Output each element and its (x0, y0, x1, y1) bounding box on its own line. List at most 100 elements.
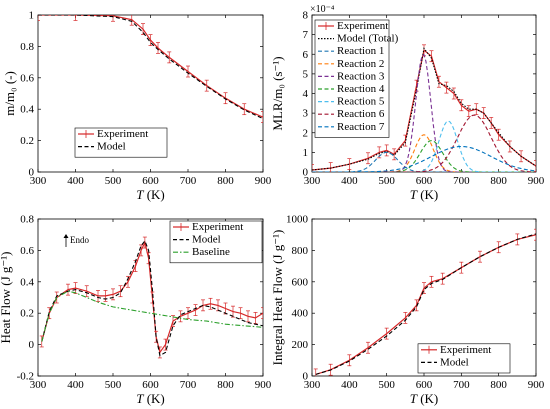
y-tick-label: 0.6 (20, 245, 34, 257)
legend-label: Experiment (97, 128, 148, 140)
endo-annotation: Endo (70, 235, 89, 245)
x-tick-label: 600 (142, 175, 159, 187)
x-tick-label: 300 (304, 379, 321, 391)
y-tick-label: 400 (292, 308, 309, 320)
x-tick-label: 300 (30, 379, 47, 391)
x-tick-label: 700 (453, 379, 470, 391)
legend-label: Reaction 7 (337, 121, 385, 133)
y-axis-label: Heat Flow (J g⁻¹) (0, 252, 13, 344)
series-line-reaction-7 (312, 145, 536, 172)
y-tick-label: 2 (303, 127, 309, 139)
legend-label: Experiment (337, 20, 388, 32)
x-tick-label: 900 (255, 175, 272, 187)
x-tick-label: 500 (105, 379, 122, 391)
x-tick-label: 500 (378, 175, 395, 187)
x-axis-label: T (K) (136, 391, 165, 406)
axis-multiplier: ×10⁻⁴ (310, 4, 335, 15)
x-tick-label: 900 (528, 175, 545, 187)
y-tick-label: 0 (303, 371, 309, 383)
legend-label: Reaction 6 (337, 108, 385, 120)
y-tick-label: 1 (303, 147, 309, 159)
y-tick-label: 200 (292, 339, 309, 351)
series-group (313, 228, 536, 376)
legend-label: Model (192, 234, 221, 246)
y-tick-label: 0.4 (20, 276, 34, 288)
x-axis-label: T (K) (410, 391, 439, 406)
legend-label: Reaction 3 (337, 70, 385, 82)
y-tick-label: 0.4 (20, 104, 34, 116)
chart-panel-a: 300 400 500 600 700 800 900 0 0.2 0.4 0.6 0.8 1 T (K)… (2, 10, 272, 203)
y-tick-label: 0.8 (20, 41, 34, 53)
y-tick-label: 0 (303, 167, 309, 179)
legend-box (74, 127, 168, 158)
y-tick-label: 3 (303, 108, 309, 120)
y-tick-label: 6 (303, 49, 309, 61)
y-tick-label: 600 (292, 276, 309, 288)
y-axis-label: Integral Heat Flow (J g⁻¹) (270, 230, 285, 366)
legend-label: Experiment (192, 221, 243, 233)
series-line-baseline (41, 290, 263, 342)
y-tick-label: 5 (303, 68, 309, 80)
series-line-model-total- (312, 47, 536, 171)
series-line-model (315, 233, 536, 375)
y-tick-label: 7 (303, 29, 309, 41)
y-tick-label: 0.2 (20, 135, 34, 147)
legend-box (417, 343, 511, 374)
y-tick-label: -0.2 (17, 371, 34, 383)
y-axis-label: MLR/m₀ (s⁻¹) (270, 56, 285, 130)
y-tick-label: 1 (29, 10, 35, 22)
x-tick-label: 900 (255, 379, 272, 391)
y-tick-label: 4 (303, 88, 309, 100)
x-tick-label: 500 (378, 379, 395, 391)
x-tick-label: 700 (180, 379, 197, 391)
endo-arrowhead (63, 234, 69, 238)
legend-label: Model (440, 356, 469, 368)
x-tick-label: 900 (528, 379, 545, 391)
x-tick-label: 800 (490, 379, 507, 391)
legend-label: Reaction 1 (337, 45, 384, 57)
x-tick-label: 400 (67, 175, 84, 187)
y-tick-label: 1000 (286, 214, 309, 226)
x-tick-label: 400 (341, 379, 358, 391)
x-tick-label: 300 (30, 175, 47, 187)
legend-label: Baseline (192, 246, 230, 258)
series-line-reaction-4 (312, 140, 536, 172)
chart-panel-d: 300 400 500 600 700 800 900 0 200 400 600 800 1000 T … (270, 214, 545, 407)
x-axis-label: T (K) (136, 187, 165, 202)
chart-panel-c: 300 400 500 600 700 800 900 -0.2 0 0.2 0.4 0.6 0.8 T … (0, 214, 272, 407)
y-tick-label: 0 (29, 339, 35, 351)
x-axis-label: T (K) (410, 187, 439, 202)
y-tick-label: 8 (303, 10, 309, 22)
legend-label: Reaction 5 (337, 96, 385, 108)
chart-panel-b: 300 400 500 600 700 800 900 0 1 2 3 4 5 6 7 8 T (K) MLR/m… (270, 4, 545, 202)
y-tick-label: 0.6 (20, 72, 34, 84)
x-tick-label: 300 (304, 175, 321, 187)
x-tick-label: 800 (217, 379, 234, 391)
series-line-reaction-5 (312, 120, 536, 172)
legend-label: Model (Total) (337, 33, 399, 45)
x-tick-label: 600 (142, 379, 159, 391)
legend-label: Reaction 4 (337, 83, 385, 95)
x-tick-label: 600 (416, 175, 433, 187)
series-line-reaction-3 (312, 54, 536, 172)
x-tick-label: 600 (416, 379, 433, 391)
series-line-reaction-6 (312, 114, 536, 172)
x-tick-label: 400 (67, 379, 84, 391)
series-line-model (38, 15, 263, 120)
x-tick-label: 500 (105, 175, 122, 187)
x-tick-label: 700 (180, 175, 197, 187)
x-tick-label: 400 (341, 175, 358, 187)
series-line-model (41, 239, 263, 357)
y-tick-label: 800 (292, 245, 309, 257)
series-group (39, 236, 263, 359)
legend-box (314, 19, 390, 138)
y-axis-label: m/m₀ (-) (2, 71, 17, 116)
y-tick-label: 0 (29, 167, 35, 179)
y-tick-label: 0.2 (20, 308, 34, 320)
legend-box (169, 220, 263, 264)
